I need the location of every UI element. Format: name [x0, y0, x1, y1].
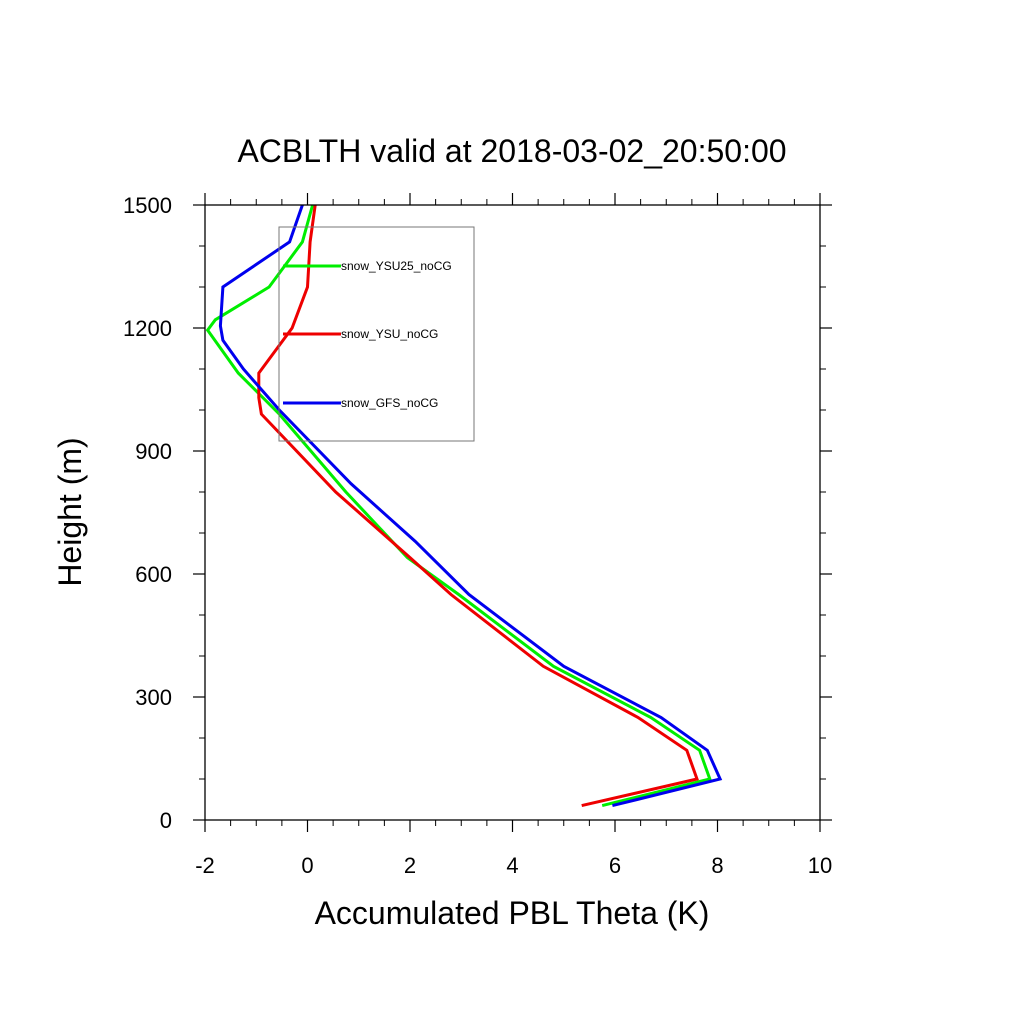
plot-frame — [204, 204, 821, 821]
y-tick-label: 300 — [135, 685, 172, 710]
x-tick-label: 0 — [301, 853, 313, 878]
y-tick-label: 600 — [135, 562, 172, 587]
chart-title: ACBLTH valid at 2018-03-02_20:50:00 — [237, 133, 786, 169]
y-axis-label: Height (m) — [52, 437, 88, 586]
y-tick-label: 1500 — [123, 193, 172, 218]
legend: snow_YSU25_noCG snow_YSU_noCG snow_GFS_noC… — [278, 226, 475, 442]
x-axis-label: Accumulated PBL Theta (K) — [315, 895, 710, 931]
legend-label: snow_GFS_noCG — [341, 396, 438, 410]
y-tick-label: 1200 — [123, 316, 172, 341]
x-tick-label: 10 — [808, 853, 832, 878]
legend-box — [278, 226, 475, 442]
y-tick-label: 900 — [135, 439, 172, 464]
x-tick-label: 4 — [506, 853, 518, 878]
y-tick-label: 0 — [160, 808, 172, 833]
legend-label: snow_YSU_noCG — [341, 327, 438, 341]
series-line-1 — [257, 204, 699, 808]
x-tick-label: 6 — [609, 853, 621, 878]
series-lines — [205, 204, 723, 808]
axis-ticks — [193, 193, 832, 832]
tick-labels: -2 0 2 4 6 8 10 0 300 600 900 1200 1500 — [123, 193, 832, 878]
legend-label: snow_YSU25_noCG — [341, 259, 452, 273]
x-tick-label: 2 — [404, 853, 416, 878]
series-line-2 — [218, 204, 723, 808]
series-line-0 — [205, 204, 712, 808]
x-tick-label: -2 — [195, 853, 215, 878]
x-tick-label: 8 — [711, 853, 723, 878]
